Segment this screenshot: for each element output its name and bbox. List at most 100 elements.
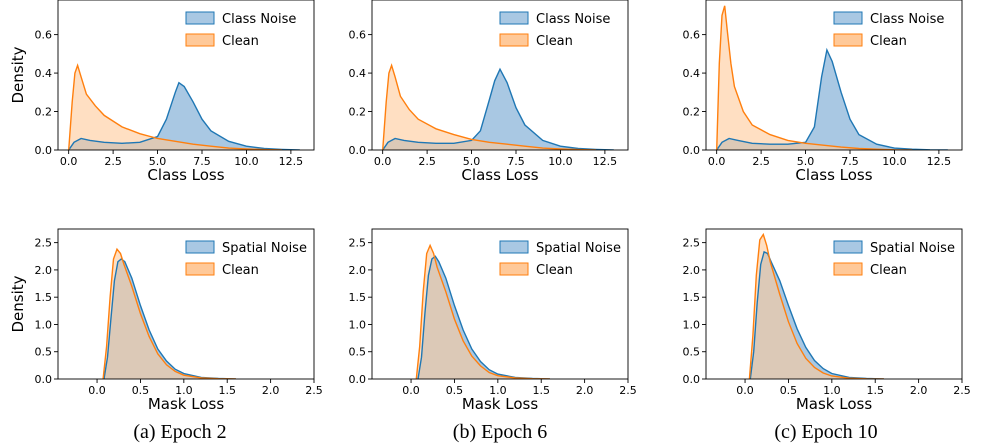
y-tick-label: 1.0 [349, 318, 367, 331]
plot-frame [371, 228, 629, 380]
legend-swatch-noise [185, 240, 215, 254]
legend: Spatial Noise Clean [833, 240, 955, 278]
plot-frame [57, 228, 315, 380]
legend-label-noise: Class Noise [870, 12, 944, 27]
legend-swatch-clean [499, 33, 529, 47]
series-line-noise [716, 47, 948, 150]
legend-label-clean: Clean [536, 263, 573, 278]
y-tick-label: 0.2 [35, 106, 53, 119]
series-fill-clean [416, 245, 550, 379]
series-fill-clean [68, 65, 282, 150]
y-tick-label: 2.0 [683, 264, 701, 277]
x-axis-label: Class Loss [795, 166, 872, 184]
legend-swatch-noise [499, 11, 529, 25]
plot-frame [371, 0, 629, 151]
y-tick-label: 0.6 [683, 29, 701, 42]
x-tick-label: 2.5 [104, 155, 122, 168]
x-tick-label: 7.5 [507, 155, 525, 168]
y-tick-label: 0.0 [35, 373, 53, 386]
y-tick-label: 2.5 [35, 237, 53, 250]
legend: Spatial Noise Clean [185, 240, 307, 278]
legend-swatch-noise [185, 11, 215, 25]
y-tick-label: 0.2 [349, 106, 367, 119]
y-tick-label: 1.0 [683, 318, 701, 331]
x-tick-label: 0.0 [60, 155, 78, 168]
chart-panel-3: 0.0 0.5 1.0 1.5 2.0 2.5 0.0 0.5 1.0 1.5 2.0 2.5 Mask… [9, 228, 323, 413]
x-tick-label: 5.0 [463, 155, 481, 168]
x-tick-label: 2.5 [305, 384, 323, 397]
x-tick-label: 2.0 [262, 384, 280, 397]
y-tick-label: 0.6 [349, 29, 367, 42]
x-tick-label: 2.5 [752, 155, 770, 168]
x-tick-label: 1.0 [823, 384, 841, 397]
series-line-noise [417, 255, 550, 379]
series-fill-clean [749, 234, 884, 379]
legend-label-noise: Spatial Noise [222, 241, 307, 256]
x-tick-label: 0.5 [780, 384, 798, 397]
y-tick-label: 2.0 [35, 264, 53, 277]
y-tick-label: 1.0 [35, 318, 53, 331]
legend: Spatial Noise Clean [499, 240, 621, 278]
caption-epoch-10: (c) Epoch 10 [774, 421, 877, 443]
y-tick-label: 2.0 [349, 264, 367, 277]
y-tick-label: 0.4 [35, 67, 53, 80]
x-tick-label: 1.5 [218, 384, 236, 397]
series-fill-noise [716, 50, 948, 150]
caption-epoch-6: (b) Epoch 6 [453, 421, 547, 443]
x-tick-label: 2.5 [619, 384, 637, 397]
legend-swatch-clean [185, 33, 215, 47]
x-tick-label: 12.5 [927, 155, 952, 168]
y-axis-label: Density [9, 46, 27, 103]
x-tick-label: 0.0 [402, 384, 420, 397]
y-tick-label: 0.5 [349, 346, 367, 359]
y-tick-label: 0.5 [35, 346, 53, 359]
x-tick-label: 0.0 [736, 384, 754, 397]
chart-panel-1: 0.0 2.5 5.0 7.5 10.0 12.5 0.0 0.2 0.4 0.6 Class Lo… [349, 0, 629, 184]
legend-swatch-clean [833, 33, 863, 47]
series-line-clean [716, 5, 913, 150]
y-tick-label: 1.5 [35, 291, 53, 304]
legend-swatch-noise [499, 240, 529, 254]
y-tick-label: 0.0 [35, 144, 53, 157]
y-tick-label: 2.5 [683, 237, 701, 250]
legend-swatch-clean [833, 262, 863, 276]
legend-label-clean: Clean [536, 34, 573, 49]
plot-frame [705, 0, 963, 151]
x-tick-label: 1.5 [532, 384, 550, 397]
x-tick-label: 2.0 [910, 384, 928, 397]
y-tick-label: 0.0 [683, 144, 701, 157]
y-tick-label: 0.6 [35, 29, 53, 42]
x-tick-label: 0.5 [132, 384, 150, 397]
legend-label-noise: Class Noise [536, 12, 610, 27]
y-tick-label: 1.5 [683, 291, 701, 304]
legend-label-clean: Clean [222, 263, 259, 278]
series-line-noise [103, 258, 236, 379]
x-axis-label: Mask Loss [148, 395, 224, 413]
legend-swatch-clean [499, 262, 529, 276]
series-line-noise [68, 81, 300, 150]
series-line-clean [415, 243, 550, 379]
legend: Class Noise Clean [185, 11, 296, 49]
legend-swatch-noise [833, 240, 863, 254]
series-line-noise [749, 250, 884, 379]
chart-panel-4: 0.0 0.5 1.0 1.5 2.0 2.5 0.0 0.5 1.0 1.5 2.0 2.5 Mask… [349, 228, 637, 413]
legend-label-clean: Clean [222, 34, 259, 49]
legend-label-clean: Clean [870, 34, 907, 49]
y-axis-label: Density [9, 275, 27, 332]
x-tick-label: 1.0 [175, 384, 193, 397]
y-tick-label: 0.4 [349, 67, 367, 80]
x-tick-label: 0.0 [374, 155, 392, 168]
plot-frame [705, 228, 963, 380]
legend-label-noise: Spatial Noise [870, 241, 955, 256]
x-axis-label: Class Loss [461, 166, 538, 184]
y-tick-label: 0.0 [349, 373, 367, 386]
caption-epoch-2: (a) Epoch 2 [133, 421, 226, 443]
series-fill-clean [103, 249, 236, 379]
legend: Class Noise Clean [833, 11, 944, 49]
series-fill-noise [68, 82, 300, 150]
series-line-clean [382, 63, 597, 150]
legend-label-noise: Class Noise [222, 12, 296, 27]
x-tick-label: 12.5 [279, 155, 304, 168]
y-tick-label: 0.5 [683, 346, 701, 359]
